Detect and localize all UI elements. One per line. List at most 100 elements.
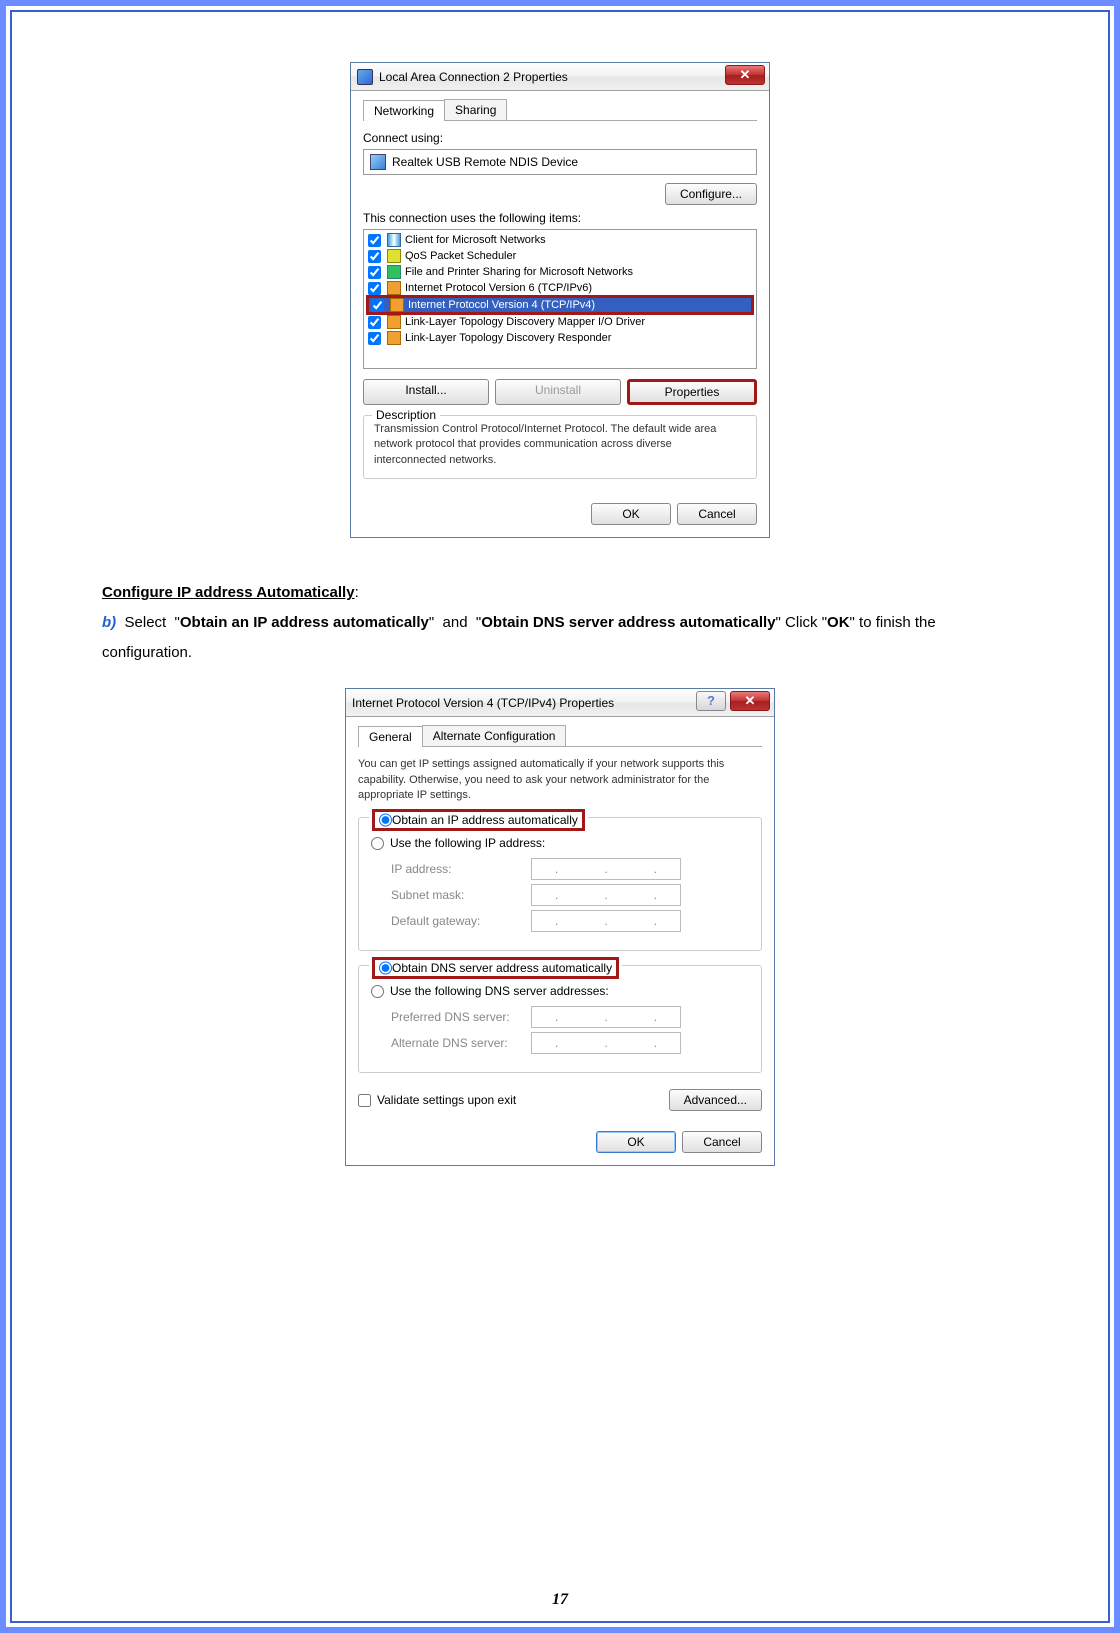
- item-checkbox[interactable]: [368, 316, 381, 329]
- instruction-block: Configure IP address Automatically: b) S…: [102, 578, 1018, 668]
- dialog-body: Networking Sharing Connect using: Realte…: [351, 91, 769, 537]
- page-outer-frame: Local Area Connection 2 Properties ✕ Net…: [0, 0, 1120, 1633]
- instr-word: Click: [785, 614, 818, 631]
- connection-properties-dialog: Local Area Connection 2 Properties ✕ Net…: [350, 62, 770, 538]
- instruction-heading: Configure IP address Automatically: [102, 584, 355, 601]
- description-group: Description Transmission Control Protoco…: [363, 415, 757, 479]
- dialog-titlebar: Internet Protocol Version 4 (TCP/IPv4) P…: [346, 689, 774, 717]
- validate-label: Validate settings upon exit: [377, 1093, 516, 1107]
- cancel-button[interactable]: Cancel: [677, 503, 757, 525]
- preferred-dns-input: ...: [531, 1006, 681, 1028]
- item-checkbox[interactable]: [368, 266, 381, 279]
- adapter-field[interactable]: Realtek USB Remote NDIS Device: [363, 149, 757, 175]
- ip-group: Obtain an IP address automatically Use t…: [358, 817, 762, 951]
- adapter-name: Realtek USB Remote NDIS Device: [392, 155, 578, 169]
- radio-use-dns[interactable]: [371, 985, 384, 998]
- description-title: Description: [372, 408, 440, 422]
- list-item[interactable]: Link-Layer Topology Discovery Mapper I/O…: [364, 314, 756, 330]
- connect-using-label: Connect using:: [363, 131, 757, 145]
- ipv4-intro: You can get IP settings assigned automat…: [358, 757, 762, 803]
- items-label: This connection uses the following items…: [363, 211, 757, 225]
- obtain-dns-highlight: Obtain DNS server address automatically: [372, 957, 619, 979]
- dialog-body: General Alternate Configuration You can …: [346, 717, 774, 1165]
- list-item[interactable]: Internet Protocol Version 6 (TCP/IPv6): [364, 280, 756, 296]
- client-icon: [387, 233, 401, 247]
- advanced-button[interactable]: Advanced...: [669, 1089, 762, 1111]
- protocol-icon: [387, 315, 401, 329]
- ipv4-properties-dialog: Internet Protocol Version 4 (TCP/IPv4) P…: [345, 688, 775, 1166]
- gateway-input: ...: [531, 910, 681, 932]
- protocol-icon: [390, 298, 404, 312]
- item-label: Client for Microsoft Networks: [405, 234, 546, 246]
- instr-quote-1: Obtain an IP address automatically: [180, 614, 429, 631]
- radio-obtain-dns[interactable]: [379, 961, 392, 975]
- uninstall-button[interactable]: Uninstall: [495, 379, 621, 405]
- protocol-icon: [387, 281, 401, 295]
- item-checkbox[interactable]: [368, 250, 381, 263]
- radio-obtain-ip[interactable]: [379, 813, 392, 827]
- tab-networking[interactable]: Networking: [363, 100, 445, 121]
- list-item[interactable]: QoS Packet Scheduler: [364, 248, 756, 264]
- page-inner-frame: Local Area Connection 2 Properties ✕ Net…: [10, 10, 1110, 1623]
- qos-icon: [387, 249, 401, 263]
- instr-ok: OK: [827, 614, 850, 631]
- page-number: 17: [12, 1591, 1108, 1609]
- subnet-label: Subnet mask:: [391, 888, 531, 902]
- radio-label: Use the following IP address:: [390, 836, 545, 850]
- radio-use-ip[interactable]: [371, 837, 384, 850]
- item-label: Link-Layer Topology Discovery Mapper I/O…: [405, 316, 645, 328]
- ip-address-label: IP address:: [391, 862, 531, 876]
- alternate-dns-input: ...: [531, 1032, 681, 1054]
- list-item[interactable]: Link-Layer Topology Discovery Responder: [364, 330, 756, 346]
- item-label: QoS Packet Scheduler: [405, 250, 516, 262]
- dialog-title: Internet Protocol Version 4 (TCP/IPv4) P…: [352, 696, 614, 710]
- configure-button[interactable]: Configure...: [665, 183, 757, 205]
- ok-button[interactable]: OK: [596, 1131, 676, 1153]
- instr-word: Select: [125, 614, 167, 631]
- instr-word: and: [443, 614, 468, 631]
- item-checkbox[interactable]: [368, 234, 381, 247]
- dialog-title: Local Area Connection 2 Properties: [379, 70, 568, 84]
- dns-group: Obtain DNS server address automatically …: [358, 965, 762, 1073]
- protocol-icon: [387, 331, 401, 345]
- instr-quote-2: Obtain DNS server address automatically: [481, 614, 775, 631]
- item-label: Internet Protocol Version 4 (TCP/IPv4): [408, 299, 595, 311]
- radio-label: Obtain DNS server address automatically: [392, 961, 612, 975]
- close-icon[interactable]: ✕: [725, 65, 765, 85]
- tab-general[interactable]: General: [358, 726, 423, 747]
- connection-items-list[interactable]: Client for Microsoft Networks QoS Packet…: [363, 229, 757, 369]
- item-checkbox[interactable]: [368, 282, 381, 295]
- list-item[interactable]: File and Printer Sharing for Microsoft N…: [364, 264, 756, 280]
- radio-label: Obtain an IP address automatically: [392, 813, 578, 827]
- gateway-label: Default gateway:: [391, 914, 531, 928]
- ip-address-input: ...: [531, 858, 681, 880]
- item-label: File and Printer Sharing for Microsoft N…: [405, 266, 633, 278]
- adapter-icon: [370, 154, 386, 170]
- tabs: General Alternate Configuration: [358, 725, 762, 747]
- tabs: Networking Sharing: [363, 99, 757, 121]
- validate-checkbox[interactable]: [358, 1094, 371, 1107]
- description-text: Transmission Control Protocol/Internet P…: [374, 422, 746, 468]
- help-icon[interactable]: ?: [696, 691, 726, 711]
- properties-button[interactable]: Properties: [627, 379, 757, 405]
- step-label: b): [102, 614, 116, 631]
- subnet-input: ...: [531, 884, 681, 906]
- fileshare-icon: [387, 265, 401, 279]
- close-icon[interactable]: ✕: [730, 691, 770, 711]
- network-icon: [357, 69, 373, 85]
- obtain-ip-highlight: Obtain an IP address automatically: [372, 809, 585, 831]
- item-label: Link-Layer Topology Discovery Responder: [405, 332, 611, 344]
- alternate-dns-label: Alternate DNS server:: [391, 1036, 531, 1050]
- tab-alternate[interactable]: Alternate Configuration: [422, 725, 567, 746]
- item-checkbox[interactable]: [368, 332, 381, 345]
- dialog-titlebar: Local Area Connection 2 Properties ✕: [351, 63, 769, 91]
- list-item-selected[interactable]: Internet Protocol Version 4 (TCP/IPv4): [366, 295, 754, 315]
- cancel-button[interactable]: Cancel: [682, 1131, 762, 1153]
- ok-button[interactable]: OK: [591, 503, 671, 525]
- tab-sharing[interactable]: Sharing: [444, 99, 507, 120]
- item-label: Internet Protocol Version 6 (TCP/IPv6): [405, 282, 592, 294]
- radio-label: Use the following DNS server addresses:: [390, 984, 609, 998]
- list-item[interactable]: Client for Microsoft Networks: [364, 232, 756, 248]
- item-checkbox[interactable]: [371, 299, 384, 312]
- install-button[interactable]: Install...: [363, 379, 489, 405]
